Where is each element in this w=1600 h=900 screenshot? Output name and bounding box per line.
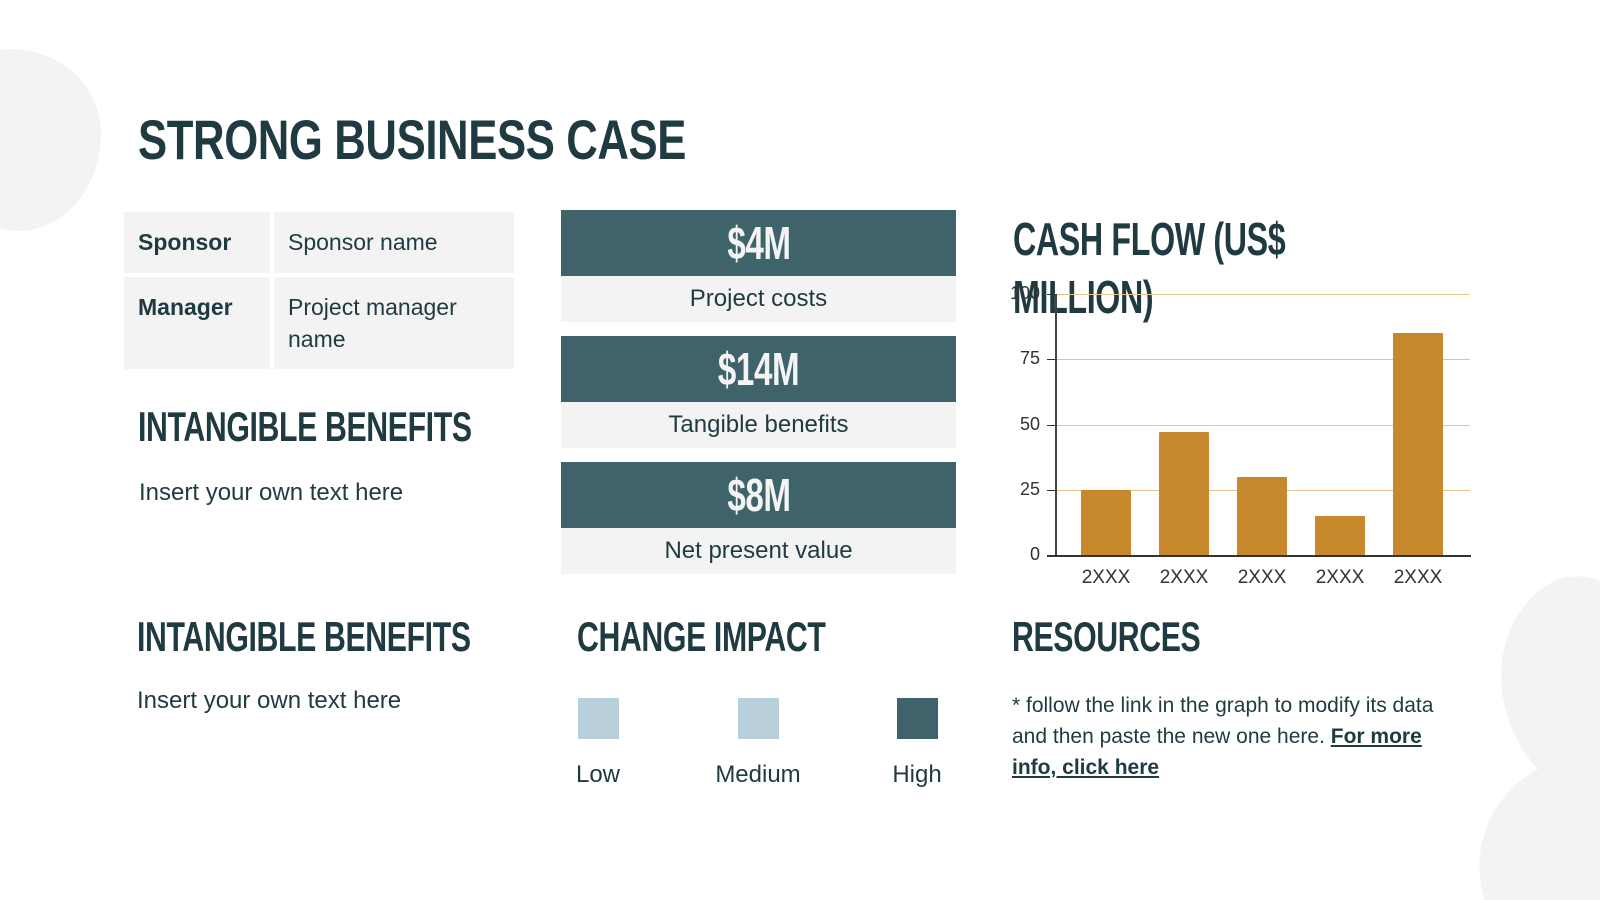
y-tick-label: 100 [1009, 283, 1040, 303]
info-value: Sponsor name [274, 212, 514, 273]
gridline [1054, 294, 1470, 295]
impact-high: High [877, 698, 957, 789]
bar[interactable] [1393, 333, 1443, 555]
more-info-link[interactable]: For more info, click here [1012, 725, 1422, 779]
impact-low: Low [563, 698, 633, 789]
y-tick-label: 75 [1019, 348, 1040, 369]
bar[interactable] [1315, 515, 1365, 555]
decorative-blob-left [0, 39, 112, 241]
y-axis [1055, 294, 1057, 556]
info-value: Project manager name [274, 277, 514, 369]
metric-label: Project costs [561, 276, 956, 322]
y-tickmark [1047, 359, 1056, 361]
bar[interactable] [1159, 432, 1209, 555]
impact-swatch-low [577, 698, 619, 739]
bar[interactable] [1081, 489, 1131, 555]
x-tick-label: 2XXX [1237, 567, 1287, 588]
change-impact-heading: Change Impact [577, 613, 826, 660]
impact-swatch-high [896, 698, 938, 739]
metric-value: $8M [561, 462, 956, 528]
info-table: Sponsor Sponsor name Manager Project man… [124, 212, 514, 373]
impact-label: High [892, 761, 942, 788]
resources-heading: Resources [1012, 613, 1201, 660]
intangible-benefits-text-1: Insert your own text here [139, 479, 404, 506]
metric-value: $4M [561, 210, 956, 276]
gridline [1054, 424, 1470, 426]
info-row-manager: Manager Project manager name [124, 277, 514, 369]
metric-card-project-costs: $4M Project costs [561, 210, 956, 322]
impact-label: Medium [715, 761, 801, 788]
y-tick-label: 25 [1019, 478, 1040, 499]
x-tick-label: 2XXX [1315, 567, 1365, 588]
impact-medium: Medium [698, 698, 818, 789]
gridline [1054, 359, 1470, 361]
metric-value: $14M [561, 336, 956, 402]
chart-title: Cash Flow (US$ Million) [1013, 213, 1286, 323]
x-tick-label: 2XXX [1159, 567, 1209, 588]
intangible-benefits-text-2: Insert your own text here [137, 687, 402, 714]
impact-label: Low [575, 761, 621, 788]
bar[interactable] [1237, 476, 1287, 555]
impact-swatch-medium [737, 698, 779, 739]
y-tickmark [1047, 489, 1056, 491]
intangible-benefits-heading-2: Intangible Benefits [137, 613, 471, 660]
y-tick-label: 50 [1019, 413, 1040, 434]
info-row-sponsor: Sponsor Sponsor name [124, 212, 514, 273]
resources-note: * follow the link in the graph to modify… [1012, 694, 1434, 748]
resources-text: * follow the link in the graph to modify… [1012, 690, 1462, 783]
y-tick-label: 0 [1029, 544, 1040, 564]
metric-card-tangible-benefits: $14M Tangible benefits [561, 336, 956, 448]
metric-card-net-present-value: $8M Net present value [561, 462, 956, 574]
y-tickmark [1047, 294, 1056, 295]
x-axis [1047, 555, 1471, 557]
intangible-benefits-heading-1: Intangible Benefits [138, 403, 472, 450]
x-tick-label: 2XXX [1393, 567, 1443, 588]
metric-label: Net present value [561, 528, 956, 574]
info-key: Manager [124, 277, 270, 369]
page-title: Strong Business Case [138, 108, 686, 171]
x-tick-label: 2XXX [1081, 567, 1131, 588]
y-tickmark [1047, 424, 1056, 426]
decorative-blob-right-bottom [1448, 732, 1600, 900]
info-key: Sponsor [124, 212, 270, 273]
cash-flow-bar-chart[interactable]: 0 25 50 75 100 2XXX 2XXX 2XXX 2XXX 2XXX [1000, 280, 1480, 600]
metric-label: Tangible benefits [561, 402, 956, 448]
